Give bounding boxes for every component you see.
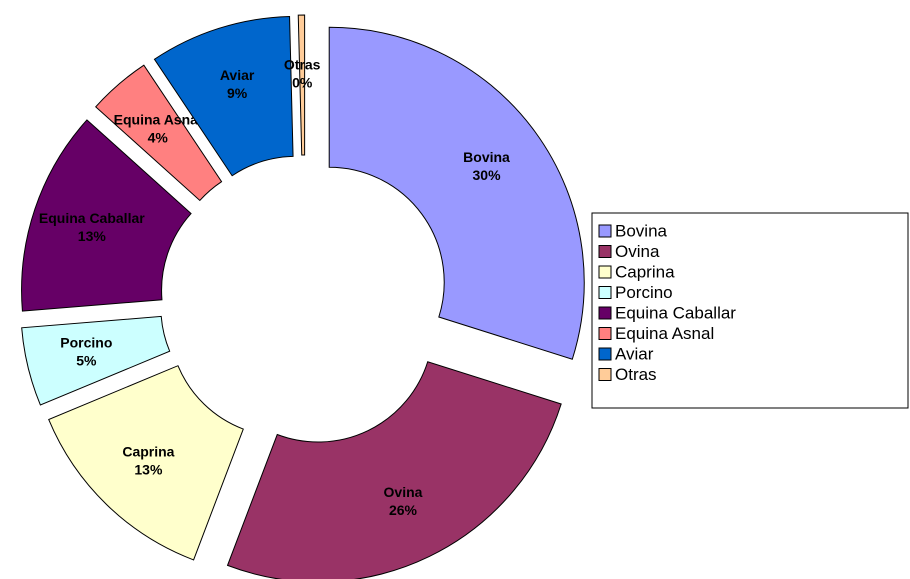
- legend-label: Ovina: [615, 242, 660, 261]
- donut-slice: [48, 365, 244, 561]
- legend-label: Equina Caballar: [615, 303, 736, 322]
- slice-value-label: 26%: [389, 502, 418, 518]
- slice-value-label: 30%: [473, 167, 502, 183]
- legend-box: [591, 212, 909, 409]
- legend-label: Otras: [615, 365, 657, 384]
- legend-label: Aviar: [615, 344, 654, 363]
- slice-value-label: 4%: [148, 130, 169, 146]
- slice-label: Ovina: [384, 484, 423, 500]
- slice-label: Aviar: [220, 67, 255, 83]
- donut-slice: [328, 26, 585, 360]
- legend-swatch: [598, 286, 612, 299]
- donut-slice: [21, 119, 192, 312]
- slice-label: Caprina: [122, 443, 174, 459]
- slice-label: Equina Caballar: [39, 210, 145, 226]
- legend-label: Equina Asnal: [615, 324, 714, 343]
- legend-swatch: [598, 306, 612, 320]
- donut-slice: [297, 14, 306, 156]
- slice-value-label: 9%: [227, 85, 248, 101]
- legend-swatch: [598, 347, 612, 361]
- legend-swatch: [598, 368, 612, 381]
- donut-slice: [21, 315, 171, 406]
- legend-label: Porcino: [615, 283, 673, 302]
- slice-value-label: 13%: [78, 228, 107, 244]
- slice-label: Porcino: [60, 335, 112, 351]
- legend-label: Bovina: [615, 221, 668, 240]
- slice-value-label: 13%: [134, 461, 163, 477]
- slice-label: Bovina: [463, 149, 510, 165]
- slice-value-label: 5%: [76, 353, 97, 369]
- slice-label: Equina Asnal: [114, 112, 202, 128]
- slice-label: Otras: [284, 57, 321, 73]
- donut-slice: [226, 361, 562, 579]
- legend-label: Caprina: [615, 262, 675, 281]
- legend-swatch: [598, 245, 612, 258]
- legend-swatch: [598, 327, 612, 340]
- slice-value-label: 0%: [292, 75, 313, 91]
- donut-slice: [153, 15, 294, 177]
- donut-slice: [95, 64, 223, 202]
- legend-swatch: [598, 224, 612, 238]
- legend-swatch: [598, 265, 612, 279]
